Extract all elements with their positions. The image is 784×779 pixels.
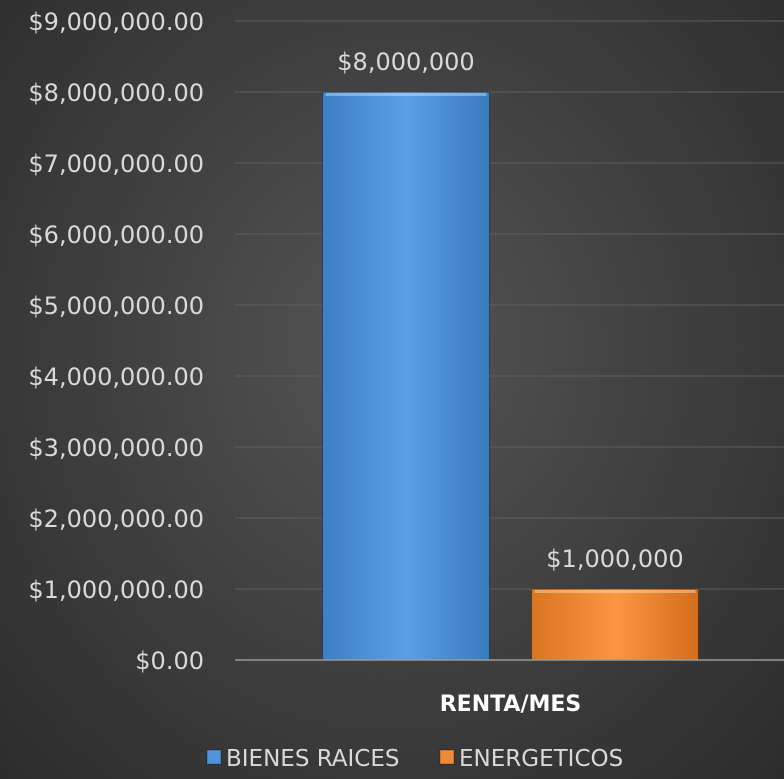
legend: BIENES RAICES ENERGETICOS [206,746,623,772]
y-axis-tick-labels: $0.00 $1,000,000.00 $2,000,000.00 $3,000,00… [28,8,204,675]
data-label: $8,000,000 [337,48,474,76]
data-labels: $8,000,000 $1,000,000 [337,48,683,573]
y-tick-label: $4,000,000.00 [28,363,204,391]
data-label: $1,000,000 [546,545,683,573]
bars [322,91,699,661]
bar-highlight [325,93,487,96]
bar-highlight [534,590,696,593]
gridlines [235,20,784,590]
y-tick-label: $8,000,000.00 [28,79,204,107]
y-tick-label: $3,000,000.00 [28,434,204,462]
y-tick-label: $9,000,000.00 [28,8,204,36]
y-tick-label: $1,000,000.00 [28,576,204,604]
y-tick-label: $7,000,000.00 [28,150,204,178]
bar-energeticos [531,588,699,661]
legend-swatch [206,749,222,765]
bar-bienes-raices [322,91,490,661]
x-category-label: RENTA/MES [440,692,582,717]
legend-swatch [439,749,455,765]
legend-label: BIENES RAICES [226,746,400,772]
y-tick-label: $0.00 [135,647,204,675]
legend-label: ENERGETICOS [459,746,623,772]
y-tick-label: $5,000,000.00 [28,292,204,320]
y-tick-label: $6,000,000.00 [28,221,204,249]
y-tick-label: $2,000,000.00 [28,505,204,533]
